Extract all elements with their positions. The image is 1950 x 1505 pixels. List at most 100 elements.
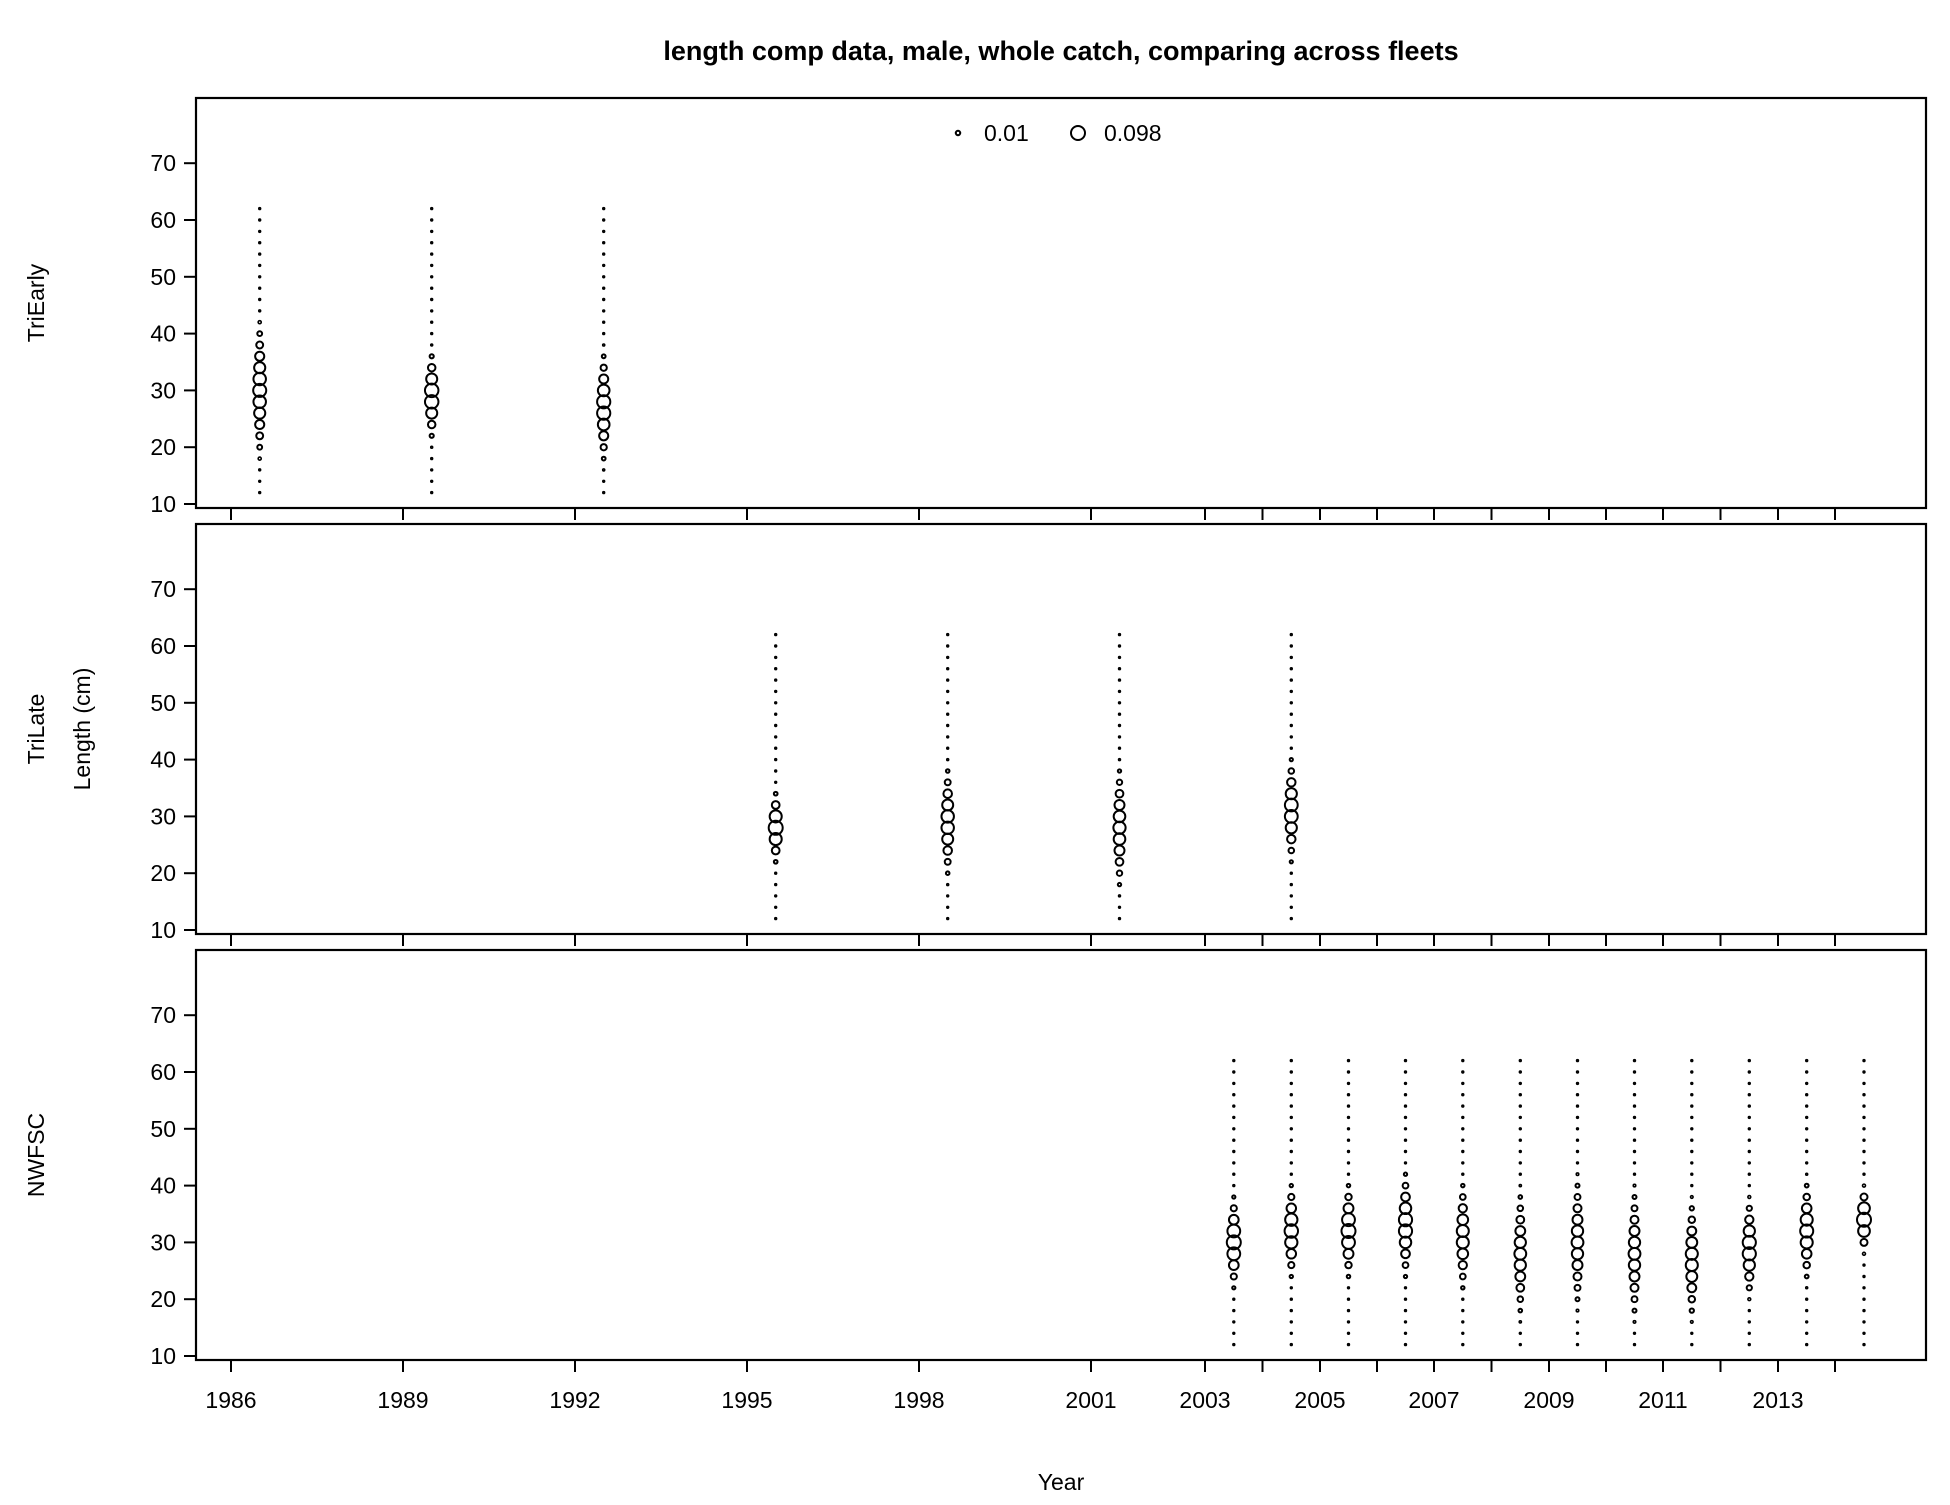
data-bubble bbox=[430, 275, 434, 279]
x-tick-label: 1986 bbox=[205, 1387, 256, 1413]
data-bubble bbox=[1232, 1308, 1236, 1313]
data-bubble bbox=[942, 788, 953, 799]
data-bubble bbox=[773, 689, 778, 694]
data-bubble bbox=[1289, 735, 1294, 739]
data-bubble bbox=[1686, 1225, 1698, 1237]
data-bubble bbox=[1800, 1202, 1813, 1215]
data-bubble bbox=[945, 632, 950, 637]
data-bubble bbox=[1289, 916, 1294, 921]
data-bubble bbox=[1403, 1138, 1408, 1142]
data-bubble bbox=[258, 286, 262, 290]
y-tick-label: 40 bbox=[150, 1173, 176, 1199]
data-bubble bbox=[1289, 1286, 1294, 1290]
data-bubble bbox=[1571, 1213, 1584, 1226]
data-bubble bbox=[1232, 1320, 1236, 1324]
data-bubble bbox=[1461, 1331, 1465, 1336]
x-tick-label: 1995 bbox=[721, 1387, 772, 1413]
data-bubble bbox=[1229, 1272, 1238, 1281]
data-bubble bbox=[1342, 1247, 1355, 1260]
data-bubble bbox=[601, 218, 606, 222]
data-bubble bbox=[428, 353, 435, 360]
data-bubble bbox=[1289, 882, 1294, 887]
data-bubble bbox=[1690, 1127, 1694, 1131]
data-bubble bbox=[1632, 1319, 1637, 1324]
legend-label: 0.01 bbox=[984, 120, 1029, 146]
data-bubble bbox=[1862, 1115, 1866, 1120]
data-bubble bbox=[1690, 1161, 1694, 1165]
data-bubble bbox=[1802, 1192, 1811, 1202]
data-bubble bbox=[1747, 1104, 1752, 1108]
data-bubble bbox=[1747, 1092, 1752, 1097]
data-bubble bbox=[1804, 1331, 1809, 1336]
data-bubble bbox=[1804, 1161, 1809, 1165]
data-bubble bbox=[1747, 1149, 1752, 1154]
data-bubble bbox=[1631, 1307, 1638, 1314]
data-bubble bbox=[1456, 1247, 1470, 1261]
data-bubble bbox=[1518, 1104, 1523, 1108]
data-bubble bbox=[1346, 1104, 1351, 1108]
data-bubble bbox=[1116, 768, 1123, 774]
data-bubble bbox=[1460, 1182, 1466, 1189]
data-bubble bbox=[1289, 1127, 1294, 1131]
data-bubble bbox=[945, 712, 950, 716]
data-bubble bbox=[1289, 1331, 1294, 1336]
data-bubble bbox=[1631, 1194, 1638, 1200]
data-bubble bbox=[1114, 856, 1125, 867]
data-bubble bbox=[1285, 1248, 1298, 1260]
data-bubble bbox=[1687, 1215, 1697, 1224]
data-bubble bbox=[1400, 1248, 1411, 1260]
data-bubble bbox=[430, 456, 434, 461]
data-bubble bbox=[1514, 1225, 1527, 1237]
data-bubble bbox=[1572, 1271, 1583, 1282]
data-bubble bbox=[1114, 788, 1125, 799]
y-tick-label: 70 bbox=[150, 150, 176, 176]
data-bubble bbox=[1397, 1223, 1414, 1239]
data-bubble bbox=[1457, 1203, 1468, 1214]
data-bubble bbox=[426, 362, 437, 373]
data-bubble bbox=[1630, 1295, 1639, 1304]
data-bubble bbox=[1289, 723, 1294, 728]
data-bubble bbox=[1227, 1259, 1240, 1271]
data-bubble bbox=[1803, 1273, 1810, 1280]
x-tick-label: 1992 bbox=[549, 1387, 600, 1413]
y-tick-label: 60 bbox=[150, 207, 176, 233]
data-bubble bbox=[1518, 1115, 1523, 1120]
data-bubble bbox=[1232, 1149, 1236, 1154]
y-tick-label: 10 bbox=[150, 491, 176, 517]
data-bubble bbox=[599, 443, 608, 452]
data-bubble bbox=[1283, 808, 1299, 824]
data-bubble bbox=[1804, 1308, 1809, 1313]
data-bubble bbox=[1857, 1224, 1871, 1238]
data-bubble bbox=[1744, 1214, 1755, 1225]
data-bubble bbox=[1632, 1161, 1637, 1165]
data-bubble bbox=[945, 746, 950, 750]
data-bubble bbox=[1232, 1081, 1236, 1086]
data-bubble bbox=[423, 394, 440, 410]
data-bubble bbox=[1461, 1161, 1465, 1165]
data-bubble bbox=[1856, 1211, 1872, 1228]
data-bubble bbox=[1289, 1320, 1294, 1324]
data-bubble bbox=[772, 790, 779, 797]
data-bubble bbox=[1117, 894, 1122, 898]
x-tick-label: 2009 bbox=[1523, 1387, 1574, 1413]
data-bubble bbox=[1575, 1172, 1580, 1177]
data-bubble bbox=[1403, 1331, 1408, 1336]
panel-label: TriLate bbox=[23, 694, 49, 765]
y-tick-label: 50 bbox=[150, 264, 176, 290]
data-bubble bbox=[1632, 1058, 1637, 1063]
data-bubble bbox=[1575, 1127, 1580, 1131]
data-bubble bbox=[945, 882, 950, 887]
data-bubble bbox=[1632, 1081, 1637, 1086]
data-bubble bbox=[1518, 1183, 1523, 1188]
data-bubble bbox=[1571, 1259, 1584, 1272]
data-bubble bbox=[1570, 1235, 1585, 1250]
data-bubble bbox=[943, 778, 952, 787]
data-bubble bbox=[1402, 1171, 1409, 1177]
data-bubble bbox=[1117, 746, 1122, 750]
data-bubble bbox=[258, 297, 262, 302]
data-bubble bbox=[1289, 655, 1294, 660]
data-bubble bbox=[258, 490, 262, 495]
data-bubble bbox=[945, 757, 950, 762]
data-bubble bbox=[1862, 1058, 1866, 1063]
